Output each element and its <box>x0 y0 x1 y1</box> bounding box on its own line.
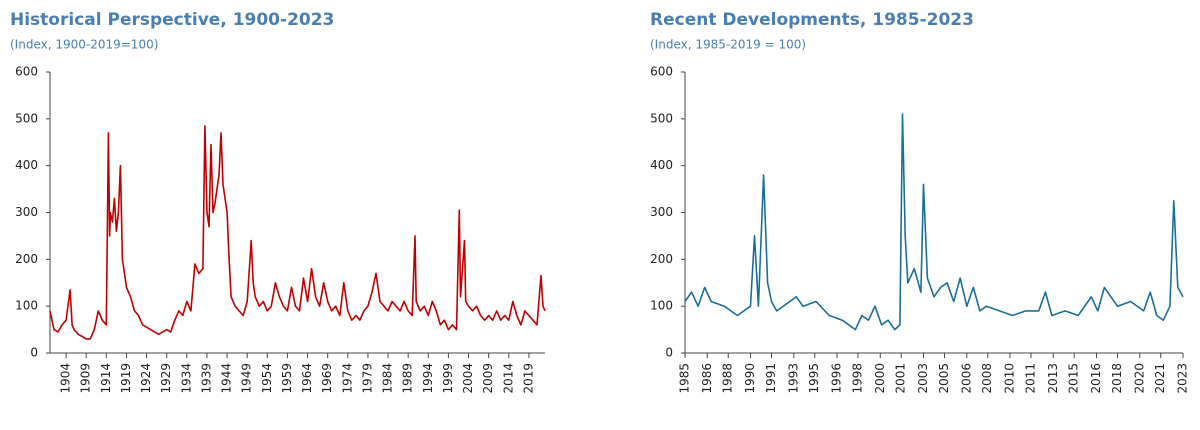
x-tick-label: 2011 <box>1023 363 1037 394</box>
x-tick-label: 2004 <box>461 363 475 394</box>
x-tick-label: 2001 <box>894 363 908 394</box>
x-tick-label: 1996 <box>830 363 844 394</box>
x-tick-label: 1914 <box>99 363 113 394</box>
chart-subtitle: (Index, 1900-2019=100) <box>10 38 158 52</box>
x-tick-label: 2019 <box>521 363 535 394</box>
x-tick-label: 1984 <box>381 363 395 394</box>
x-tick-label: 1929 <box>159 363 173 394</box>
y-tick-label: 400 <box>650 158 673 172</box>
x-tick-label: 1990 <box>743 363 757 394</box>
x-tick-label: 2013 <box>1046 363 1060 394</box>
x-tick-label: 1934 <box>179 363 193 394</box>
x-tick-label: 1991 <box>764 363 778 394</box>
x-tick-label: 1995 <box>807 363 821 394</box>
x-tick-label: 2010 <box>1003 363 1017 394</box>
x-tick-label: 1919 <box>119 363 133 394</box>
x-tick-label: 1944 <box>220 363 234 394</box>
x-tick-label: 1988 <box>721 363 735 394</box>
x-tick-label: 1969 <box>320 363 334 394</box>
x-tick-label: 2018 <box>1110 363 1124 394</box>
x-tick-label: 1959 <box>280 363 294 394</box>
x-tick-label: 1964 <box>300 363 314 394</box>
y-tick-label: 100 <box>15 299 38 313</box>
y-tick-label: 200 <box>650 252 673 266</box>
x-tick-label: 2021 <box>1153 363 1167 394</box>
x-tick-label: 1998 <box>850 363 864 394</box>
x-tick-label: 2000 <box>873 363 887 394</box>
data-line <box>684 113 1184 331</box>
chart-title: Historical Perspective, 1900-2023 <box>10 10 334 30</box>
x-tick-label: 1924 <box>139 363 153 394</box>
x-tick-label: 2006 <box>959 363 973 394</box>
chart-title: Recent Developments, 1985-2023 <box>650 10 974 30</box>
y-tick-label: 300 <box>15 205 38 219</box>
x-tick-label: 2015 <box>1067 363 1081 394</box>
x-tick-label: 2009 <box>481 363 495 394</box>
x-tick-label: 1909 <box>79 363 93 394</box>
x-tick-label: 1986 <box>700 363 714 394</box>
x-tick-label: 2008 <box>980 363 994 394</box>
y-tick-label: 0 <box>665 346 673 360</box>
data-line <box>49 125 546 340</box>
y-tick-label: 200 <box>15 252 38 266</box>
x-tick-label: 2005 <box>937 363 951 394</box>
x-tick-label: 1979 <box>360 363 374 394</box>
x-tick-label: 2020 <box>1132 363 1146 394</box>
y-tick-label: 500 <box>15 111 38 125</box>
y-tick-label: 0 <box>30 346 38 360</box>
x-tick-label: 1994 <box>421 363 435 394</box>
x-tick-label: 1954 <box>260 363 274 394</box>
y-tick-label: 100 <box>650 299 673 313</box>
x-tick-label: 2003 <box>916 363 930 394</box>
x-tick-label: 1999 <box>441 363 455 394</box>
x-tick-label: 1985 <box>678 363 692 394</box>
x-tick-label: 1993 <box>786 363 800 394</box>
y-tick-label: 300 <box>650 205 673 219</box>
y-tick-label: 400 <box>15 158 38 172</box>
y-tick-label: 600 <box>15 65 38 79</box>
x-tick-label: 1989 <box>401 363 415 394</box>
x-tick-label: 1974 <box>340 363 354 394</box>
y-tick-label: 500 <box>650 111 673 125</box>
x-tick-label: 1949 <box>240 363 254 394</box>
chart-subtitle: (Index, 1985-2019 = 100) <box>650 38 806 52</box>
x-tick-label: 2016 <box>1089 363 1103 394</box>
y-tick-label: 600 <box>650 65 673 79</box>
x-tick-label: 2023 <box>1176 363 1190 394</box>
x-tick-label: 2014 <box>501 363 515 394</box>
x-tick-label: 1904 <box>59 363 73 394</box>
x-tick-label: 1939 <box>199 363 213 394</box>
